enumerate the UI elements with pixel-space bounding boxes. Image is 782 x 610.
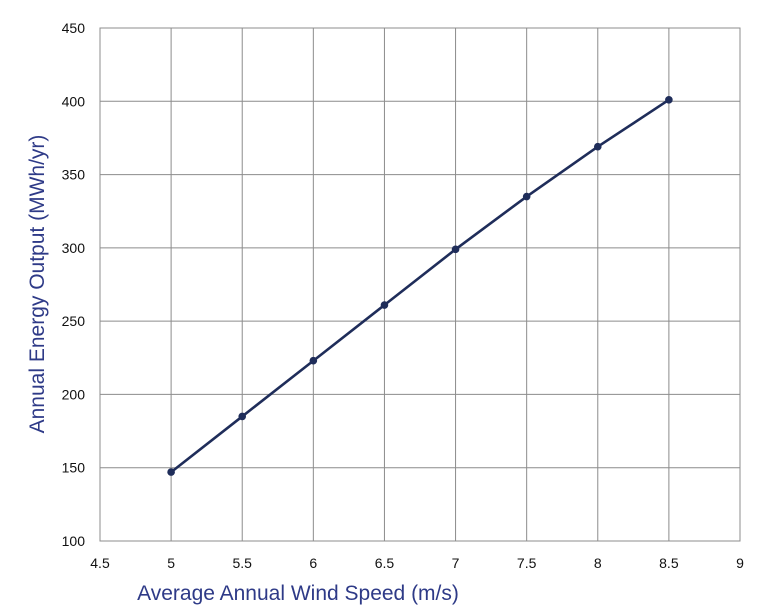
y-tick-label: 200 [62, 386, 86, 402]
data-point [380, 301, 389, 309]
data-point [593, 142, 602, 151]
y-axis-tick-labels: 100 150 200 250 300 350 400 450 [62, 20, 86, 549]
x-tick-label: 6 [309, 555, 317, 571]
y-tick-label: 150 [62, 460, 86, 476]
x-tick-label: 8 [594, 555, 602, 571]
grid-lines [99, 27, 741, 542]
x-tick-label: 7.5 [517, 555, 537, 571]
data-point [167, 468, 175, 476]
y-axis-title: Annual Energy Output (MWh/yr) [26, 135, 49, 434]
y-tick-label: 100 [62, 533, 86, 549]
x-tick-label: 9 [736, 555, 744, 571]
x-tick-label: 6.5 [375, 555, 395, 571]
data-point [522, 192, 531, 201]
series-line [169, 98, 671, 474]
x-tick-label: 4.5 [90, 555, 110, 571]
x-axis-title: Average Annual Wind Speed (m/s) [137, 582, 459, 605]
data-point [665, 96, 673, 104]
y-tick-label: 250 [62, 313, 86, 329]
data-point [238, 412, 247, 421]
x-tick-label: 7 [452, 555, 460, 571]
y-tick-label: 300 [62, 240, 86, 256]
x-tick-label: 5.5 [232, 555, 252, 571]
x-axis-tick-labels: 4.5 5 5.5 6 6.5 7 7.5 8 8.5 9 [90, 555, 744, 571]
series-layer [167, 96, 673, 476]
y-tick-label: 350 [62, 167, 86, 183]
y-tick-label: 450 [62, 20, 86, 36]
x-tick-label: 5 [167, 555, 175, 571]
x-tick-label: 8.5 [659, 555, 679, 571]
y-tick-label: 400 [62, 93, 86, 109]
data-point [451, 245, 460, 254]
data-point [309, 356, 318, 365]
plot-area-border [99, 27, 741, 542]
